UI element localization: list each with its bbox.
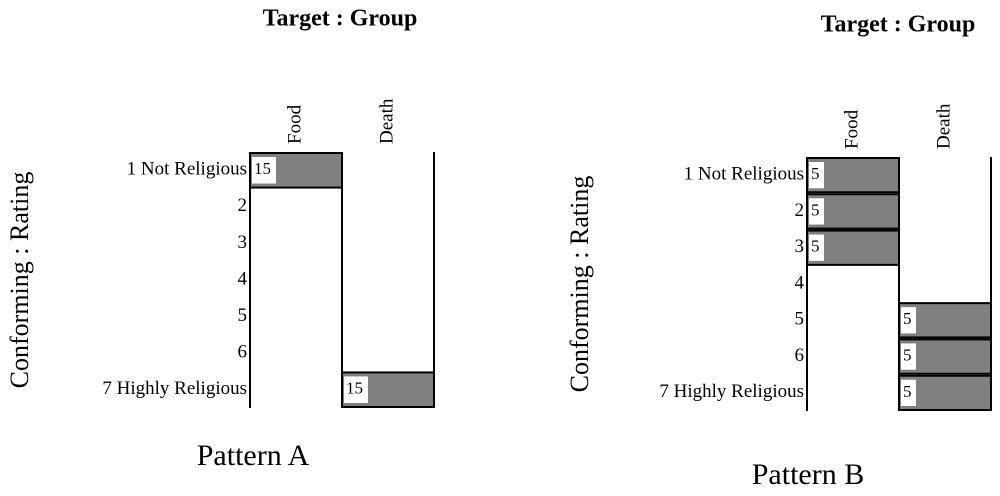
- cell-value: 5: [811, 237, 820, 256]
- row-label: 6: [795, 345, 805, 366]
- row-label: 1 Not Religious: [684, 164, 804, 185]
- panel-title: Target : Group: [263, 6, 418, 32]
- row-label: 7 Highly Religious: [659, 381, 804, 402]
- row-label: 5: [238, 305, 248, 326]
- row-label: 3: [238, 232, 248, 253]
- row-label: 4: [238, 268, 248, 289]
- column-header: Food: [841, 109, 862, 149]
- row-label: 4: [795, 272, 805, 293]
- row-label: 7 Highly Religious: [102, 378, 247, 399]
- cell-box: [344, 376, 368, 403]
- column-header: Death: [933, 103, 954, 149]
- panel-caption: Pattern B: [752, 458, 865, 491]
- cell-value: 5: [903, 309, 912, 328]
- y-axis-label: Conforming : Rating: [5, 172, 34, 389]
- row-label: 1 Not Religious: [127, 159, 247, 180]
- cell-value: 5: [903, 345, 912, 364]
- cell-box: [809, 162, 824, 189]
- row-label: 2: [795, 200, 805, 221]
- cell-value: 5: [811, 200, 820, 219]
- column-header: Death: [376, 98, 397, 144]
- cell-value: 15: [346, 379, 363, 398]
- cell-box: [252, 157, 276, 184]
- cell-value: 5: [903, 382, 912, 401]
- panel-caption: Pattern A: [197, 439, 310, 472]
- cell-box: [809, 198, 824, 225]
- row-label: 5: [795, 309, 805, 330]
- column-header: Food: [284, 104, 305, 144]
- cell-box: [901, 379, 916, 406]
- cell-box: [901, 343, 916, 370]
- cell-box: [901, 307, 916, 334]
- row-label: 3: [795, 236, 805, 257]
- panel-title: Target : Group: [821, 12, 976, 38]
- cell-value: 15: [254, 159, 271, 178]
- row-label: 6: [238, 342, 248, 363]
- cell-value: 5: [811, 164, 820, 183]
- y-axis-label: Conforming : Rating: [565, 176, 594, 393]
- cell-box: [809, 234, 824, 261]
- row-label: 2: [238, 195, 248, 216]
